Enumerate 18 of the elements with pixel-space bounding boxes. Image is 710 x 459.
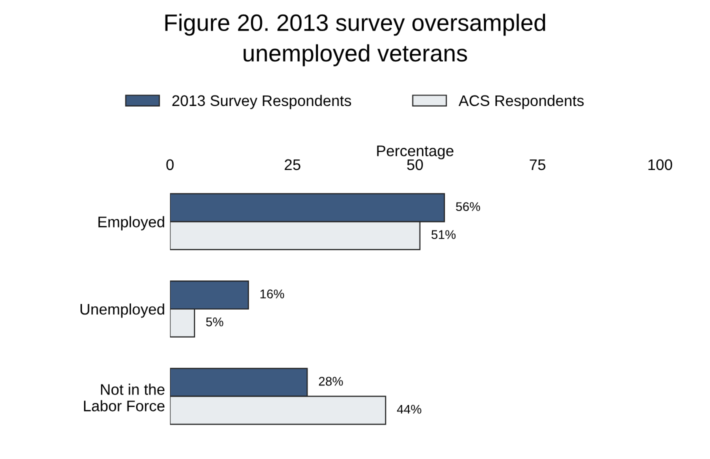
data-label: 56% — [456, 202, 480, 212]
data-label: 16% — [260, 290, 284, 298]
legend-label: 2013 Survey Respondents — [172, 94, 352, 110]
legend-label: ACS Respondents — [458, 94, 584, 110]
data-label: 28% — [318, 376, 343, 386]
data-label: 51% — [432, 230, 456, 239]
y-tick-label: Unemployed — [80, 303, 164, 318]
data-label: 5% — [206, 318, 224, 326]
chart-title: Figure 20. 2013 survey oversampled unemployed veterans — [165, 14, 546, 66]
x-tick-label: 50 — [407, 159, 423, 170]
y-tick-label: Employed — [98, 216, 164, 230]
x-axis-title: Percentage — [377, 146, 454, 160]
x-tick-label: 75 — [530, 159, 546, 170]
x-tick-label: 100 — [648, 159, 672, 170]
data-label: 44% — [397, 404, 422, 414]
x-tick-label: 0 — [166, 159, 174, 170]
y-tick-label: Not in the Labor Force — [84, 384, 164, 412]
x-tick-label: 25 — [284, 159, 300, 170]
